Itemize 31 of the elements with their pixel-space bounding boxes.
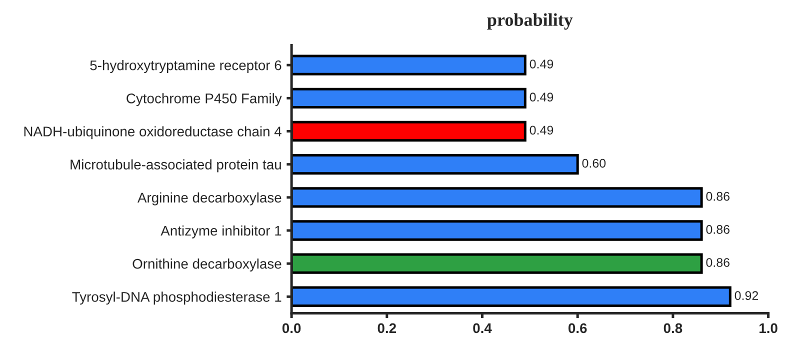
bar [292, 88, 526, 109]
x-tick-label: 0.0 [282, 323, 301, 334]
data-label: 0.86 [706, 258, 730, 267]
y-tick-label: Antizyme inhibitor 1 [160, 225, 282, 238]
data-label: 0.60 [582, 158, 606, 168]
y-tick-label: 5-hydroxytryptamine receptor 6 [90, 60, 282, 74]
x-tick-label: 1.0 [760, 323, 778, 334]
x-tick-label: 0.8 [664, 323, 682, 334]
y-tick-label: Microtubule-associated protein tau [70, 159, 281, 172]
x-tick-label: 0.2 [378, 323, 396, 334]
chart-title: probability [487, 13, 573, 30]
y-tick-label: Ornithine decarboxylase [132, 258, 282, 272]
bar [292, 220, 703, 241]
bar [292, 286, 732, 308]
data-label: 0.92 [734, 291, 758, 300]
bar [292, 253, 703, 274]
data-label: 0.86 [706, 192, 730, 201]
bar [292, 154, 579, 175]
bar [292, 120, 526, 142]
data-label: 0.86 [706, 225, 730, 234]
y-tick-label: Tyrosyl-DNA phosphodiesterase 1 [72, 292, 282, 305]
bar [292, 54, 526, 76]
data-label: 0.49 [530, 60, 554, 68]
data-label: 0.49 [530, 92, 554, 102]
bar [292, 187, 703, 208]
y-tick-label: Cytochrome P450 Family [126, 93, 282, 106]
y-tick-label: Arginine decarboxylase [138, 192, 282, 206]
data-label: 0.49 [530, 126, 554, 135]
y-tick-label: NADH-ubiquinone oxidoreductase chain 4 [24, 126, 282, 140]
x-tick-label: 0.4 [473, 323, 492, 334]
x-tick-label: 0.6 [568, 323, 587, 334]
